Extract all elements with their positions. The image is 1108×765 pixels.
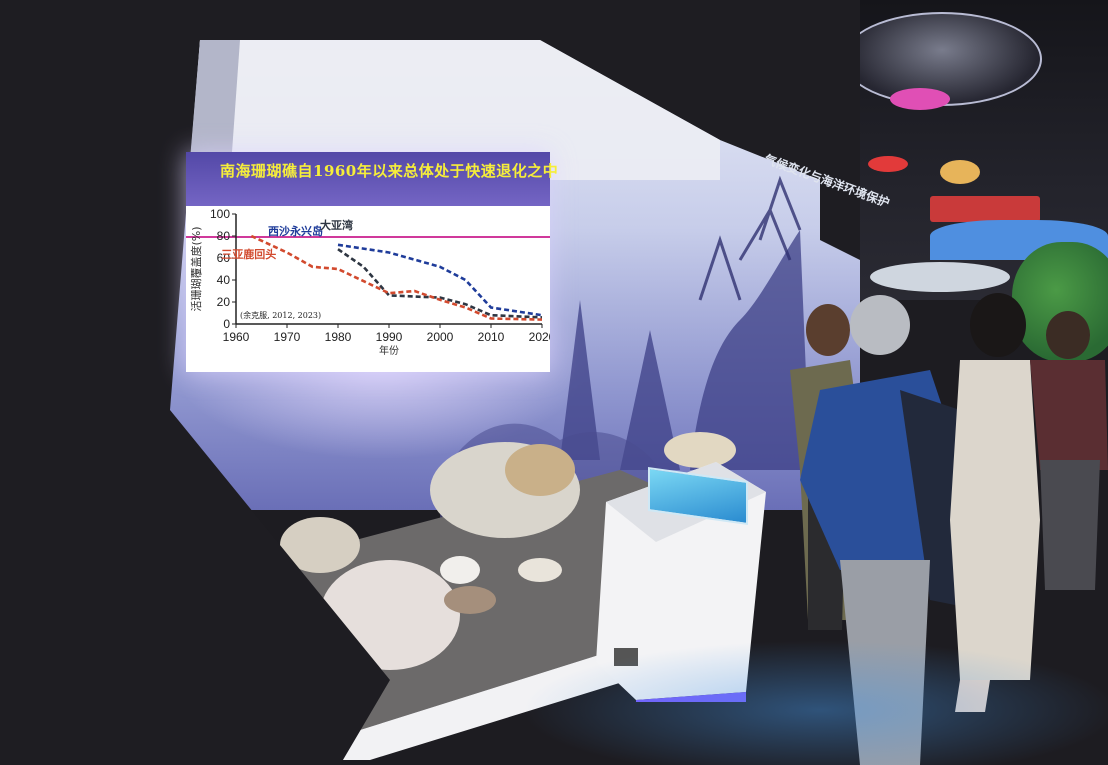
y-tick-label: 20	[217, 295, 231, 309]
citation: (余克服, 2012, 2023)	[240, 310, 321, 320]
y-tick-label: 40	[217, 273, 231, 287]
x-tick-label: 2020	[529, 330, 550, 344]
coral-decoration	[890, 88, 950, 110]
y-tick-label: 0	[223, 317, 230, 331]
x-axis-title: 年份	[379, 344, 399, 357]
series-label: 西沙永兴岛	[268, 224, 323, 238]
x-tick-label: 2010	[478, 330, 505, 344]
slide-title-bar	[186, 152, 550, 206]
slide-title: 南海珊瑚礁自1960年以来总体处于快速退化之中	[220, 162, 559, 180]
coral-cover-chart: 0 20 40 60 80 100 1960 1970 1980 1990 2000 2010 2020…	[189, 207, 550, 357]
dome-light	[842, 12, 1042, 106]
floor-projection	[520, 640, 1108, 765]
x-tick-label: 1970	[274, 330, 301, 344]
x-tick-label: 1980	[325, 330, 352, 344]
coral-decoration	[940, 160, 980, 184]
y-tick-label: 60	[217, 251, 231, 265]
series-line	[337, 243, 543, 317]
series-label: 大亚湾	[320, 218, 353, 232]
x-tick-label: 1960	[223, 330, 250, 344]
ceiling-vent	[930, 196, 1040, 222]
y-tick-label: 100	[210, 207, 230, 221]
series-line	[250, 234, 543, 321]
x-tick-label: 1990	[376, 330, 403, 344]
projected-slide: 南海珊瑚礁自1960年以来总体处于快速退化之中 0 20 40 60 80 100 1960…	[186, 152, 559, 372]
whale-model	[870, 262, 1010, 292]
y-axis-title: 活珊瑚覆盖度(%)	[189, 226, 203, 311]
slide-divider	[186, 236, 550, 238]
y-tick-label: 80	[217, 229, 231, 243]
coral-decoration	[868, 156, 908, 172]
series-line	[337, 248, 543, 319]
series-label: 三亚鹿回头	[221, 247, 276, 261]
x-tick-label: 2000	[427, 330, 454, 344]
